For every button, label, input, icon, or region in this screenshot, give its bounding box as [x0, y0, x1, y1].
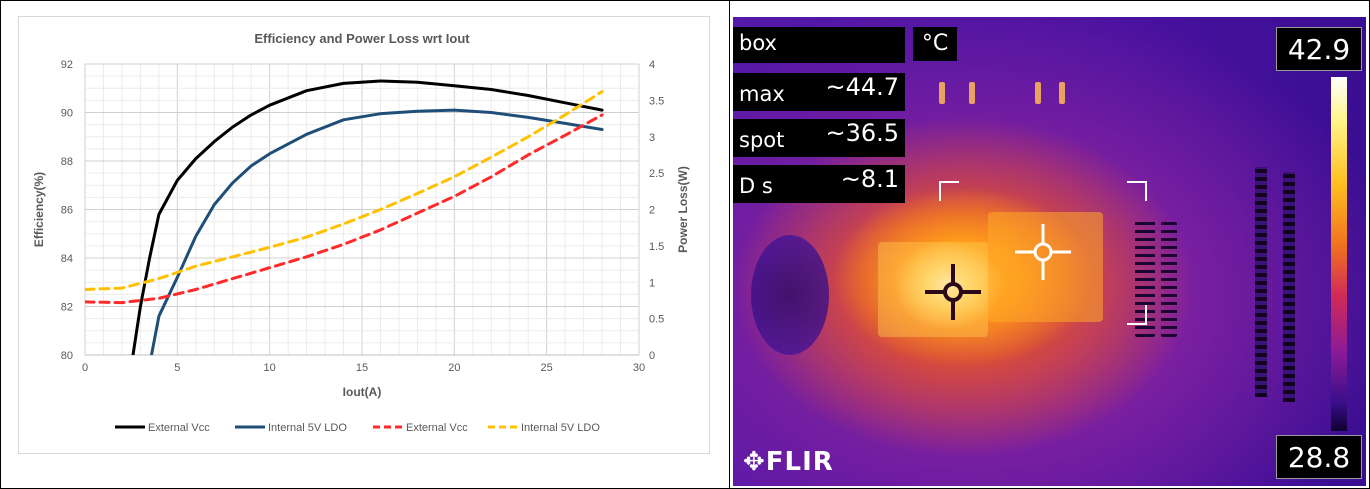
thermal-image: box max ~44.7 spot ~36.5 D s ~8.1 °C 42.… — [733, 17, 1366, 486]
measure-box-corner — [1127, 305, 1147, 325]
legend-label: Internal 5V LDO — [268, 422, 347, 434]
max-crosshair-icon — [925, 264, 981, 320]
y-tick-label: 86 — [61, 205, 73, 217]
thermal-hotspot-left — [878, 242, 988, 337]
thermal-pads — [1059, 82, 1065, 104]
series-line-2 — [150, 108, 604, 355]
y2-tick-label: 0 — [649, 350, 655, 362]
x-tick-label: 5 — [174, 362, 180, 374]
thermal-scale-min: 28.8 — [1276, 435, 1362, 479]
flir-logo: ✥FLIR — [743, 447, 834, 477]
legend-label: Internal 5V LDO — [521, 422, 600, 434]
thermal-ds-key: D s — [739, 174, 773, 198]
y2-axis-label: Power Loss(W) — [676, 166, 690, 253]
panel-divider — [729, 0, 730, 489]
thermal-max-label: max ~44.7 — [733, 73, 905, 111]
thermal-connector — [1283, 172, 1295, 402]
flir-logo-icon: ✥ — [743, 447, 766, 477]
thermal-connector — [1255, 167, 1267, 397]
x-tick-label: 0 — [82, 362, 88, 374]
series-line-4 — [85, 90, 604, 291]
y-tick-label: 88 — [61, 156, 73, 168]
y-tick-label: 84 — [61, 253, 73, 265]
y2-tick-label: 2.5 — [649, 168, 664, 180]
series-line-3 — [85, 113, 604, 305]
x-tick-label: 30 — [633, 362, 645, 374]
measure-box-corner — [1127, 181, 1147, 201]
thermal-max-value: ~44.7 — [825, 73, 899, 101]
y2-tick-label: 0.5 — [649, 314, 664, 326]
flir-logo-text: FLIR — [765, 447, 834, 477]
y-tick-label: 90 — [61, 108, 73, 120]
y-tick-label: 92 — [61, 59, 73, 71]
thermal-ds-value: ~8.1 — [840, 165, 899, 193]
x-tick-label: 25 — [541, 362, 553, 374]
thermal-max-key: max — [739, 82, 785, 106]
thermal-unit: °C — [913, 27, 957, 61]
series-line-1 — [131, 79, 604, 355]
y2-tick-label: 3 — [649, 132, 655, 144]
y-tick-label: 80 — [61, 350, 73, 362]
thermal-dark-component — [751, 235, 829, 355]
y-tick-label: 82 — [61, 302, 73, 314]
thermal-color-scale — [1331, 77, 1347, 431]
y-axis-label: Efficiency(%) — [32, 172, 46, 247]
efficiency-chart-panel: Efficiency and Power Loss wrt Iout 0 5 10 15… — [18, 16, 710, 454]
y2-tick-label: 1.5 — [649, 241, 664, 253]
spot-crosshair-icon — [1015, 224, 1071, 280]
thermal-hotspot-right — [988, 212, 1103, 322]
thermal-pads — [969, 82, 975, 104]
y2-tick-label: 4 — [649, 59, 655, 71]
legend-label: External Vcc — [148, 422, 210, 434]
chart-title: Efficiency and Power Loss wrt Iout — [254, 31, 470, 46]
legend-label: External Vcc — [406, 422, 468, 434]
x-axis-label: Iout(A) — [343, 385, 382, 399]
thermal-spot-key: spot — [739, 128, 785, 152]
thermal-spot-value: ~36.5 — [825, 119, 899, 147]
y2-tick-label: 2 — [649, 205, 655, 217]
thermal-box-key: box — [739, 31, 777, 55]
thermal-pads — [1161, 222, 1177, 337]
thermal-pads — [939, 82, 945, 104]
y2-tick-label: 3.5 — [649, 95, 664, 107]
measure-box-corner — [939, 181, 959, 201]
x-tick-label: 15 — [356, 362, 368, 374]
y2-tick-label: 1 — [649, 277, 655, 289]
thermal-pads — [1135, 217, 1155, 337]
thermal-pads — [1035, 82, 1041, 104]
thermal-scale-max: 42.9 — [1276, 27, 1362, 71]
x-tick-label: 20 — [448, 362, 460, 374]
thermal-box-label: box — [733, 27, 905, 63]
thermal-ds-label: D s ~8.1 — [733, 165, 905, 203]
thermal-spot-label: spot ~36.5 — [733, 119, 905, 157]
x-tick-label: 10 — [264, 362, 276, 374]
